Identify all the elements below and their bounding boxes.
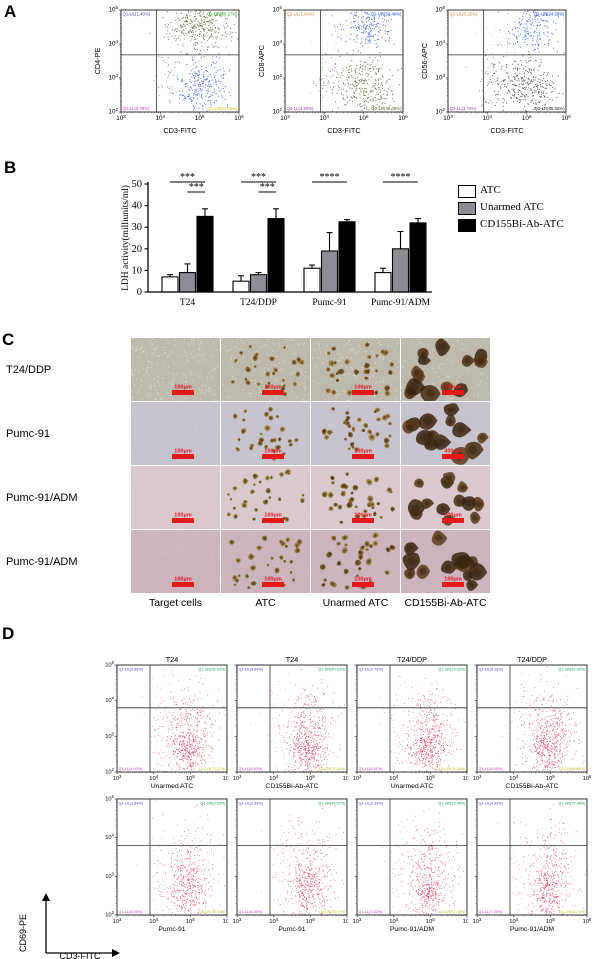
svg-text:CD155Bi-Ab-ATC: CD155Bi-Ab-ATC <box>505 783 558 790</box>
svg-text:CD155Bi-Ab-ATC: CD155Bi-Ab-ATC <box>265 783 318 790</box>
svg-text:***: *** <box>189 182 204 193</box>
svg-text:Q2-LL(3.74%): Q2-LL(3.74%) <box>450 106 478 111</box>
svg-text:T24/DDP: T24/DDP <box>240 298 277 308</box>
svg-text:100μm: 100μm <box>264 449 282 455</box>
svg-text:100μm: 100μm <box>264 385 282 391</box>
svg-text:Q1-LL(8.06%): Q1-LL(8.06%) <box>479 767 504 771</box>
svg-text:CD56-APC: CD56-APC <box>422 43 429 79</box>
svg-text:CD3-FITC: CD3-FITC <box>60 951 101 959</box>
svg-text:Q1-UL(4.32%): Q1-UL(4.32%) <box>479 802 504 806</box>
svg-text:Pumc-91: Pumc-91 <box>278 926 305 933</box>
svg-text:T24/DDP: T24/DDP <box>397 655 427 664</box>
svg-text:Q1-UR(35.53%): Q1-UR(35.53%) <box>198 668 226 672</box>
svg-text:100μm: 100μm <box>444 513 462 519</box>
svg-text:Q1-LL(8.39%): Q1-LL(8.39%) <box>239 910 264 914</box>
svg-text:Q1-UR(27.48%): Q1-UR(27.48%) <box>558 802 586 806</box>
svg-text:100μm: 100μm <box>174 577 192 583</box>
svg-text:Q1-UL(1.84%): Q1-UL(1.84%) <box>119 802 144 806</box>
svg-text:Q2-LR(39.09%): Q2-LR(39.09%) <box>371 106 402 111</box>
svg-text:Q2-LR(65.55%): Q2-LR(65.55%) <box>534 106 565 111</box>
svg-text:Q1-LR(70.94%): Q1-LR(70.94%) <box>319 910 346 914</box>
svg-text:T24: T24 <box>286 655 299 664</box>
svg-text:10: 10 <box>132 265 143 276</box>
svg-text:Q1-UR(30.27%): Q1-UR(30.27%) <box>207 12 238 17</box>
svg-text:T24/DDP: T24/DDP <box>517 655 547 664</box>
svg-text:Pumc-91/ADM: Pumc-91/ADM <box>390 926 435 933</box>
svg-text:100μm: 100μm <box>444 577 462 583</box>
svg-text:100μm: 100μm <box>354 449 372 455</box>
svg-text:T24: T24 <box>180 298 196 308</box>
svg-text:****: **** <box>391 172 411 183</box>
svg-text:CD3-FITC: CD3-FITC <box>490 126 523 135</box>
svg-text:Q1-UL(3.64%): Q1-UL(3.64%) <box>239 668 264 672</box>
svg-text:Q1-LR(74.54%): Q1-LR(74.54%) <box>319 767 346 771</box>
svg-text:CD3-FITC: CD3-FITC <box>163 126 196 135</box>
svg-text:Q1-UL(2.72%): Q1-UL(2.72%) <box>359 668 384 672</box>
svg-text:Q1-LL(5.09%): Q1-LL(5.09%) <box>119 910 144 914</box>
svg-text:Q2-UL(0.15%): Q2-UL(0.15%) <box>450 12 478 17</box>
svg-text:Q1-LR(76.74%): Q1-LR(76.74%) <box>439 767 466 771</box>
svg-text:50: 50 <box>132 179 143 190</box>
svg-text:20: 20 <box>132 244 143 255</box>
svg-text:40: 40 <box>132 201 143 212</box>
svg-text:Q1-UL(1.40%): Q1-UL(1.40%) <box>123 12 151 17</box>
svg-text:****: **** <box>320 172 340 183</box>
svg-text:0: 0 <box>137 287 142 298</box>
svg-text:100μm: 100μm <box>354 577 372 583</box>
svg-text:Pumc-91: Pumc-91 <box>158 926 185 933</box>
svg-text:Pumc-91: Pumc-91 <box>312 298 347 308</box>
svg-text:Q1-LR(61.55%): Q1-LR(61.55%) <box>207 106 238 111</box>
svg-text:Q1-UR(45.67%): Q1-UR(45.67%) <box>318 802 346 806</box>
svg-text:100μm: 100μm <box>174 449 192 455</box>
svg-text:Q1-LL(6.50%): Q1-LL(6.50%) <box>239 767 264 771</box>
svg-text:Q2-UR(54.46%): Q2-UR(54.46%) <box>371 12 402 17</box>
svg-text:100μm: 100μm <box>174 385 192 391</box>
svg-text:CD4-PE: CD4-PE <box>95 47 102 74</box>
svg-text:Pumc-91/ADM: Pumc-91/ADM <box>510 926 555 933</box>
svg-text:Q1-UL(2.66%): Q1-UL(2.66%) <box>119 668 144 672</box>
svg-text:LDH activity(milliunits/ml): LDH activity(milliunits/ml) <box>120 185 131 291</box>
svg-text:Q1-LR(73.27%): Q1-LR(73.27%) <box>199 767 226 771</box>
svg-text:Q1-LL(7.59%): Q1-LL(7.59%) <box>479 910 504 914</box>
svg-text:100μm: 100μm <box>354 513 372 519</box>
svg-text:Q1-LR(53.24%): Q1-LR(53.24%) <box>559 910 586 914</box>
svg-text:Q1-LL(7.62%): Q1-LL(7.62%) <box>359 910 384 914</box>
svg-text:Q1-UL(2.39%): Q1-UL(2.39%) <box>359 802 384 806</box>
svg-text:T24: T24 <box>166 655 179 664</box>
svg-text:Unarmed ATC: Unarmed ATC <box>391 783 434 790</box>
svg-text:100μm: 100μm <box>354 385 372 391</box>
svg-text:***: *** <box>260 182 275 193</box>
svg-text:Q1-UR(42.09%): Q1-UR(42.09%) <box>558 668 586 672</box>
svg-text:Q2-UL(1.04%): Q2-UL(1.04%) <box>287 12 315 17</box>
svg-text:CD8-APC: CD8-APC <box>259 45 266 77</box>
svg-text:Q1-LL(5.51%): Q1-LL(5.51%) <box>359 767 384 771</box>
svg-text:100μm: 100μm <box>444 385 462 391</box>
svg-text:Q2-UR(24.58%): Q2-UR(24.58%) <box>534 12 565 17</box>
svg-text:Q1-UR(40.63%): Q1-UR(40.63%) <box>318 668 346 672</box>
svg-text:Q1-UR(13.45%): Q1-UR(13.45%) <box>438 802 466 806</box>
svg-text:100μm: 100μm <box>264 577 282 583</box>
svg-text:Q1-UR(3.53%): Q1-UR(3.53%) <box>200 802 226 806</box>
svg-text:100μm: 100μm <box>174 513 192 519</box>
svg-text:Unarmed ATC: Unarmed ATC <box>151 783 194 790</box>
svg-text:Q1-LR(78.93%): Q1-LR(78.93%) <box>199 910 226 914</box>
svg-text:Q2-LL(4.60%): Q2-LL(4.60%) <box>287 106 315 111</box>
svg-text:30: 30 <box>132 222 143 233</box>
svg-text:CD3-FITC: CD3-FITC <box>327 126 360 135</box>
svg-text:Q1-LR(64.64%): Q1-LR(64.64%) <box>559 767 586 771</box>
svg-text:Pumc-91/ADM: Pumc-91/ADM <box>371 298 431 308</box>
svg-text:CD69-PE: CD69-PE <box>18 914 28 952</box>
svg-text:Q1-UL(4.18%): Q1-UL(4.18%) <box>479 668 504 672</box>
svg-text:Q1-LR(72.58%): Q1-LR(72.58%) <box>439 910 466 914</box>
svg-text:Q1-LL(4.00%): Q1-LL(4.00%) <box>119 767 144 771</box>
svg-text:100μm: 100μm <box>264 513 282 519</box>
svg-text:Q1-UR(15.03%): Q1-UR(15.03%) <box>438 668 466 672</box>
svg-text:Q1-LL(0.78%): Q1-LL(0.78%) <box>123 106 151 111</box>
svg-text:Q1-UL(2.95%): Q1-UL(2.95%) <box>239 802 264 806</box>
svg-text:400μm: 400μm <box>444 449 462 455</box>
